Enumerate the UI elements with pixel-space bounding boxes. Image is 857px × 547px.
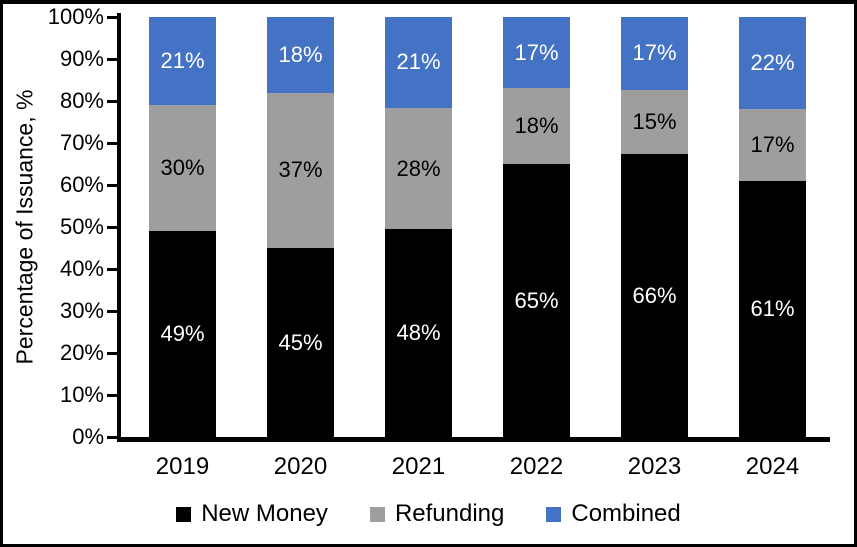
bar-segment-new-money: 61%: [739, 180, 806, 437]
legend-swatch-refunding: [369, 506, 385, 522]
bar-segment-label: 49%: [160, 321, 205, 347]
y-tick-label: 70%: [59, 130, 104, 155]
y-tick-label: 90%: [59, 46, 104, 71]
bar-segment-combined: 18%: [267, 17, 334, 93]
bar-segment-label: 30%: [160, 155, 205, 181]
y-tick-label: 40%: [59, 256, 104, 281]
bar-2020: 45% 37% 18%: [267, 17, 334, 437]
bar-segment-combined: 17%: [621, 17, 688, 90]
x-axis-line: [117, 437, 830, 442]
bar-segment-refunding: 30%: [149, 105, 216, 232]
legend-swatch-new-money: [176, 506, 192, 522]
bar-segment-label: 17%: [632, 40, 677, 66]
y-tick-mark: [107, 100, 117, 103]
bar-segment-label: 22%: [750, 50, 795, 76]
bar-segment-label: 17%: [750, 132, 795, 158]
bar-segment-refunding: 15%: [621, 89, 688, 155]
y-tick-mark: [107, 16, 117, 19]
legend: New Money Refunding Combined: [0, 498, 857, 530]
bar-segment-refunding: 17%: [739, 109, 806, 181]
bar-2023: 66% 15% 17%: [621, 17, 688, 437]
bar-segment-new-money: 45%: [267, 248, 334, 437]
y-tick-mark: [107, 394, 117, 397]
bar-segment-label: 21%: [160, 48, 205, 74]
y-tick-mark: [107, 184, 117, 187]
bar-2024: 61% 17% 22%: [739, 17, 806, 437]
bar-segment-combined: 21%: [385, 17, 452, 108]
y-tick-label: 0%: [72, 424, 104, 449]
bar-2022: 65% 18% 17%: [503, 17, 570, 437]
legend-item-combined: Combined: [546, 500, 681, 528]
x-axis-label-2023: 2023: [627, 453, 682, 480]
bar-segment-combined: 21%: [149, 17, 216, 106]
y-axis-line: [117, 13, 121, 442]
bar-segment-label: 15%: [632, 109, 677, 135]
legend-label: New Money: [201, 500, 328, 527]
bar-segment-label: 18%: [278, 41, 323, 67]
bar-2021: 48% 28% 21%: [385, 17, 452, 437]
bar-segment-new-money: 65%: [503, 164, 570, 437]
bar-segment-new-money: 66%: [621, 154, 688, 437]
y-tick-label: 30%: [59, 298, 104, 323]
bar-segment-label: 21%: [396, 49, 441, 75]
legend-label: Refunding: [394, 500, 505, 527]
y-tick-mark: [107, 436, 117, 439]
bar-segment-label: 45%: [278, 329, 323, 355]
bar-segment-new-money: 48%: [385, 229, 452, 437]
bar-segment-label: 37%: [278, 157, 323, 183]
x-axis-label-2020: 2020: [273, 453, 328, 480]
y-tick-mark: [107, 268, 117, 271]
y-tick-mark: [107, 310, 117, 313]
x-axis-label-2021: 2021: [391, 453, 446, 480]
y-tick-mark: [107, 226, 117, 229]
y-tick-label: 10%: [59, 382, 104, 407]
y-tick-label: 100%: [47, 4, 104, 29]
legend-item-new-money: New Money: [176, 500, 328, 528]
y-tick-mark: [107, 142, 117, 145]
y-tick-label: 20%: [59, 340, 104, 365]
x-axis-label-2024: 2024: [745, 453, 800, 480]
y-tick-label: 60%: [59, 172, 104, 197]
bar-segment-label: 18%: [514, 113, 559, 139]
bar-segment-refunding: 18%: [503, 88, 570, 164]
y-tick-label: 50%: [59, 214, 104, 239]
legend-label: Combined: [571, 500, 681, 527]
legend-swatch-combined: [546, 506, 562, 522]
y-tick-label: 80%: [59, 88, 104, 113]
bar-segment-label: 48%: [396, 320, 441, 346]
bar-segment-new-money: 49%: [149, 231, 216, 437]
bar-segment-label: 65%: [514, 287, 559, 313]
bar-segment-combined: 22%: [739, 17, 806, 110]
y-tick-mark: [107, 58, 117, 61]
x-axis-label-2022: 2022: [509, 453, 564, 480]
legend-item-refunding: Refunding: [369, 500, 505, 528]
bar-segment-label: 66%: [632, 282, 677, 308]
bar-segment-label: 61%: [750, 295, 795, 321]
bar-segment-label: 28%: [396, 155, 441, 181]
bar-segment-refunding: 28%: [385, 107, 452, 230]
bar-2019: 49% 30% 21%: [149, 17, 216, 437]
bar-segment-combined: 17%: [503, 17, 570, 89]
bar-segment-refunding: 37%: [267, 92, 334, 248]
x-axis-label-2019: 2019: [155, 453, 210, 480]
bar-segment-label: 17%: [514, 39, 559, 65]
y-tick-mark: [107, 352, 117, 355]
